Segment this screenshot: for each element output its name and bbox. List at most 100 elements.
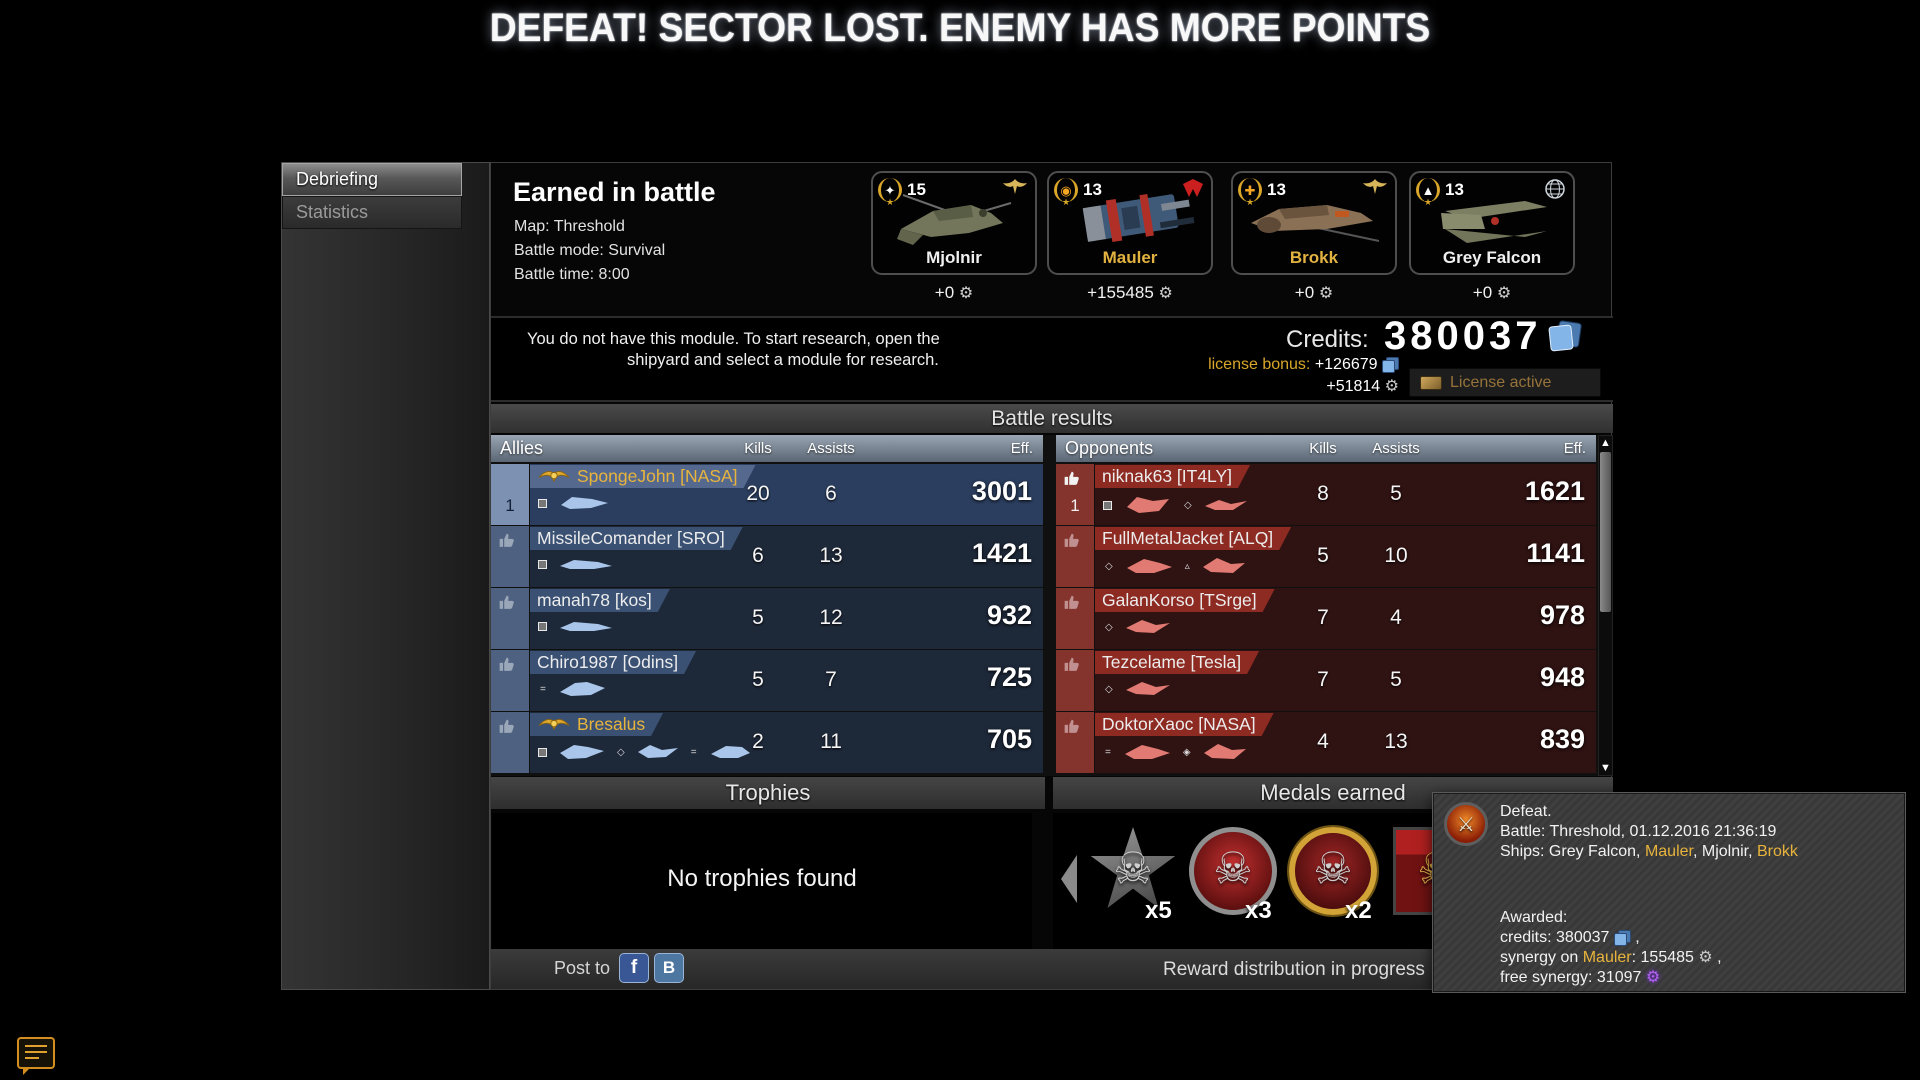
medals-prev-arrow[interactable] [1061,855,1077,903]
ship-card-mauler[interactable]: ◉ ★ 13 [1047,171,1213,275]
tooltip-free-synergy-line: free synergy: 31097 ⚙ [1500,969,1661,986]
thumbs-up-icon[interactable] [498,718,515,734]
ship-card-brokk[interactable]: ✚ ★ 13 Brokk [1231,171,1397,275]
opponents-header-label: Opponents [1065,438,1154,458]
rank-cell[interactable] [1056,650,1094,711]
rank-number: 1 [505,496,515,515]
skull-icon: ☠ [1113,844,1153,894]
table-row-ally[interactable]: manah78 [kos] 5 12 932 [491,588,1043,649]
assists-value: 10 [1384,544,1408,567]
synergy-gear-icon: ⚙ [958,285,974,302]
facebook-share-button[interactable]: f [619,953,649,983]
tooltip-result: Defeat. [1500,803,1552,820]
credits-value: 380037 [1384,314,1542,358]
table-row-opponent[interactable]: 1 niknak63 [IT4LY] ◇ 8 5 1621 [1056,464,1596,525]
medal-wreath-skull[interactable]: ☠ [1289,827,1377,915]
corp-wings-icon [537,716,571,733]
tab-statistics[interactable]: Statistics [282,196,462,229]
player-name[interactable]: MissileComander [SRO] [537,528,725,548]
rank-cell[interactable] [1056,712,1094,773]
assists-column-header: Assists [807,440,855,457]
player-name[interactable]: SpongeJohn [NASA] [577,466,738,486]
map-label: Map: Threshold [514,218,625,235]
table-row-opponent[interactable]: GalanKorso [TSrge] ◇ 7 4 978 [1056,588,1596,649]
rank-cell[interactable] [491,526,529,587]
thumbs-up-icon[interactable] [1063,470,1080,486]
rank-cell[interactable]: 1 [491,464,529,525]
laurel-icon: ✚ ★ [1238,178,1262,207]
player-name[interactable]: Chiro1987 [Odins] [537,652,679,672]
rank-cell[interactable] [491,588,529,649]
table-row-ally[interactable]: Chiro1987 [Odins] = 5 7 725 [491,650,1043,711]
thumbs-up-icon[interactable] [1063,532,1080,548]
eff-value: 839 [1539,724,1585,754]
eff-value: 1421 [971,538,1032,568]
license-active-button[interactable]: License active [1409,368,1601,397]
rank-number: 1 [1070,496,1080,515]
ship-synergy-gain: +0 ⚙ [934,283,974,302]
ship-card-grey-falcon[interactable]: ▲ ★ 13 [1409,171,1575,275]
mercenary-trident-icon [1182,178,1204,198]
chat-icon[interactable] [17,1037,55,1075]
thumbs-up-icon[interactable] [1063,718,1080,734]
table-row-opponent[interactable]: Tezcelame [Tesla] ◇ 7 5 948 [1056,650,1596,711]
vk-share-button[interactable]: B [654,953,684,983]
thumbs-up-icon[interactable] [498,594,515,610]
player-name[interactable]: Tezcelame [Tesla] [1102,652,1242,672]
allies-table-header: Allies Kills Assists Eff. [491,435,1043,462]
federation-globe-icon [1544,178,1566,200]
scroll-up-arrow[interactable]: ▲ [1600,437,1611,449]
thumbs-up-icon[interactable] [498,532,515,548]
scrollbar-thumb[interactable] [1600,452,1611,612]
rank-cell[interactable] [491,650,529,711]
eff-column-header: Eff. [1010,440,1033,457]
ship-silhouettes: ◇ [1103,679,1172,699]
kills-value: 5 [752,668,764,691]
ship-silhouettes: ◇ = [538,741,752,763]
credits-mini-icon [1382,357,1399,373]
kills-value: 7 [1317,606,1329,629]
eff-value: 948 [1539,662,1585,692]
kills-column-header: Kills [1309,440,1337,457]
ship-silhouettes: ◇ ▵ [1103,555,1247,577]
thumbs-up-icon[interactable] [1063,594,1080,610]
rank-cell[interactable] [1056,526,1094,587]
scroll-down-arrow[interactable]: ▼ [1600,762,1611,774]
skull-icon: ☠ [1313,844,1353,894]
tab-debriefing[interactable]: Debriefing [282,163,462,196]
eff-value: 1621 [1524,476,1585,506]
results-scrollbar[interactable]: ▲ ▼ [1598,435,1613,776]
synergy-gear-icon: ⚙ [1158,285,1173,302]
thumbs-up-icon[interactable] [1063,656,1080,672]
laurel-icon: ◉ ★ [1054,178,1078,207]
table-row-opponent[interactable]: FullMetalJacket [ALQ] ◇ ▵ 5 10 1141 [1056,526,1596,587]
player-name[interactable]: manah78 [kos] [537,590,652,610]
ship-silhouettes: ◇ [1103,493,1249,517]
player-name[interactable]: DoktorXaoc [NASA] [1102,714,1256,734]
table-row-ally[interactable]: MissileComander [SRO] 6 13 1421 [491,526,1043,587]
rank-cell[interactable] [1056,588,1094,649]
license-card-icon [1420,375,1442,390]
synergy-gear-icon: ⚙ [1496,285,1512,302]
tooltip-synergy-line: synergy on Mauler: 155485 ⚙ , [1500,949,1722,966]
ship-silhouettes: = ◈ [1103,741,1248,763]
table-row-opponent[interactable]: DoktorXaoc [NASA] = ◈ 4 13 839 [1056,712,1596,773]
player-name[interactable]: FullMetalJacket [ALQ] [1102,528,1274,548]
eff-value: 978 [1539,600,1585,630]
table-row-ally[interactable]: Bresalus ◇ = 2 11 705 [491,712,1043,773]
player-name[interactable]: Bresalus [577,714,646,734]
debriefing-window: Debriefing Statistics Earned in battle M… [281,162,1613,990]
table-row-ally[interactable]: 1 SpongeJohn [NASA] 20 6 3001 [491,464,1043,525]
assists-value: 11 [820,730,842,753]
player-name[interactable]: niknak63 [IT4LY] [1102,466,1233,486]
thumbs-up-icon[interactable] [498,656,515,672]
ship-card-mjolnir[interactable]: ✦ ★ 15 Mjolnir [871,171,1037,275]
rank-cell[interactable]: 1 [1056,464,1094,525]
player-name[interactable]: GalanKorso [TSrge] [1102,590,1257,610]
battle-mode-label: Battle mode: Survival [514,242,666,259]
ship-rank-value: 15 [907,180,926,199]
medal-round-skull[interactable]: ☠ [1189,827,1277,915]
kills-value: 20 [746,482,770,505]
kills-value: 2 [752,730,764,753]
rank-cell[interactable] [491,712,529,773]
